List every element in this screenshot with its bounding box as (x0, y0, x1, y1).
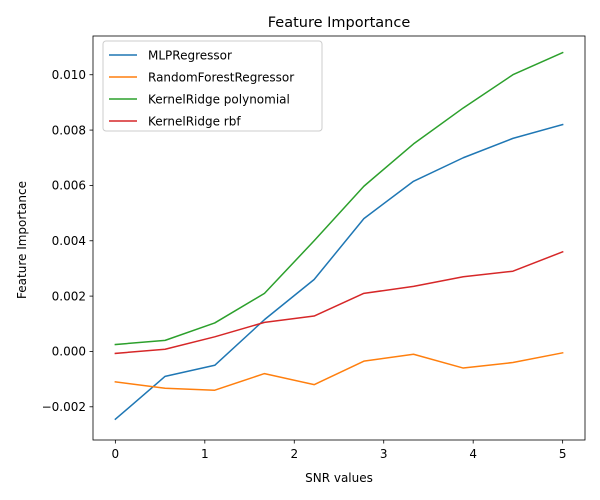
x-tick-label: 4 (469, 447, 477, 461)
axes-frame (92, 35, 586, 441)
legend-label-kernelridge-rbf: KernelRidge rbf (148, 114, 241, 128)
legend-label-kernelridge-polynomial: KernelRidge polynomial (148, 92, 290, 106)
x-tick-label: 3 (380, 447, 388, 461)
legend-label-mlpregressor: MLPRegressor (148, 48, 232, 62)
series-line-kernelridge-polynomial (114, 51, 564, 346)
x-tick-label: 1 (201, 447, 209, 461)
x-tick-label: 2 (290, 447, 298, 461)
y-axis-label: Feature Importance (15, 181, 29, 299)
x-tick-label: 0 (112, 447, 120, 461)
x-axis-label: SNR values (305, 471, 373, 485)
y-tick-label: 0.008 (52, 123, 86, 137)
x-tick-label: 5 (559, 447, 567, 461)
x-axis-ticks: 0 1 2 3 4 5 (112, 440, 567, 461)
legend-box (102, 40, 323, 132)
series-line-mlpregressor (114, 123, 564, 421)
y-tick-label: 0.006 (52, 179, 86, 193)
series-lines (114, 51, 564, 421)
y-tick-label: 0.002 (52, 289, 86, 303)
legend: MLPRegressor RandomForestRegressor KernelR… (102, 40, 323, 132)
series-line-randomforestregressor (114, 351, 564, 391)
y-tick-label: −0.002 (42, 400, 86, 414)
series-line-kernelridge-rbf (114, 250, 564, 355)
chart-title: Feature Importance (268, 15, 411, 31)
y-tick-label: 0.004 (52, 234, 86, 248)
y-tick-label: 0.010 (52, 68, 86, 82)
y-tick-label: 0.000 (52, 345, 86, 359)
y-axis-ticks: −0.002 0.000 0.002 0.004 0.006 0.008 0.010 (42, 68, 93, 414)
legend-label-randomforestregressor: RandomForestRegressor (148, 70, 294, 84)
